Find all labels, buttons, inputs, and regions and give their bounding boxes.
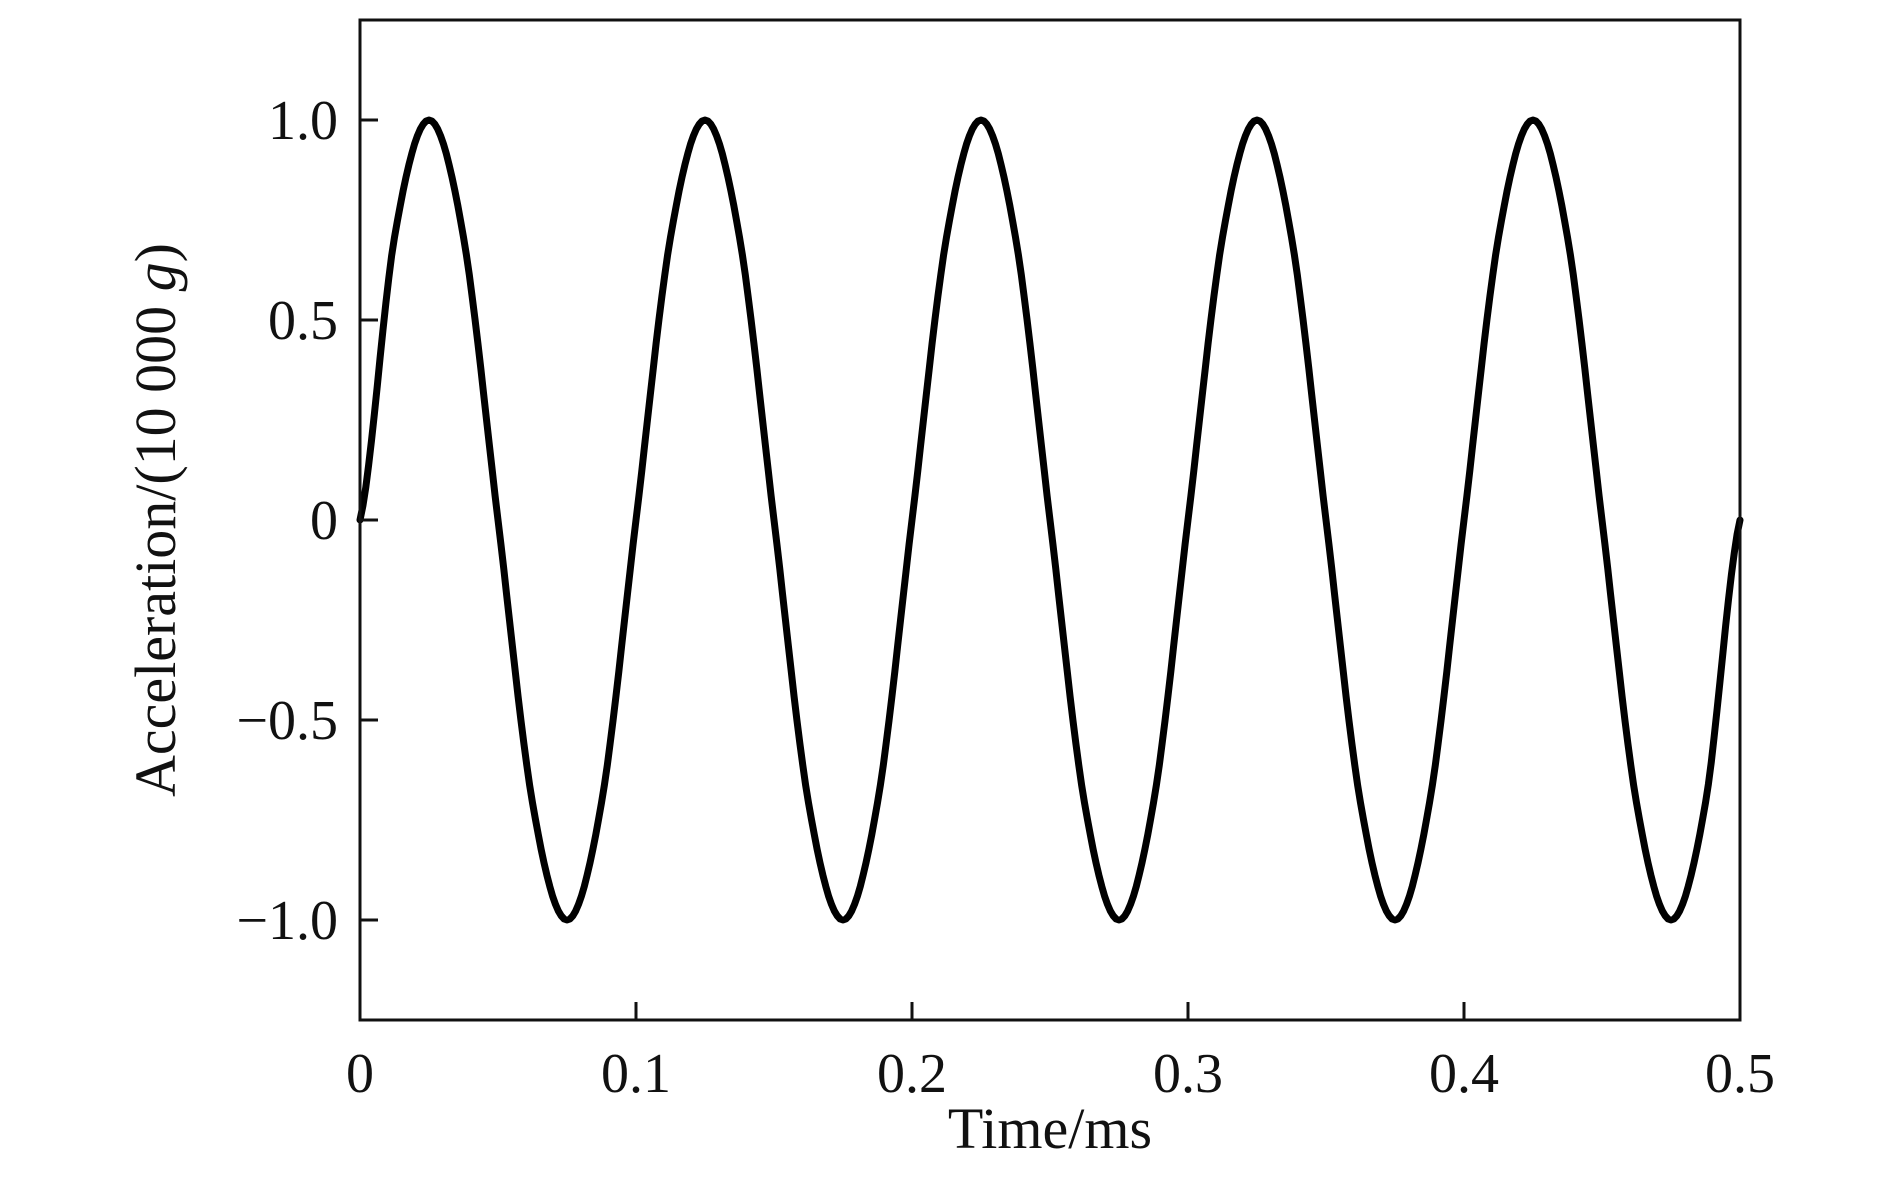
y-axis-title: Acceleration/(10 000 g) [123,243,188,797]
x-tick-label: 0.4 [1429,1043,1499,1105]
plot-frame [358,18,1742,1022]
x-tick-label: 0.1 [601,1043,671,1105]
y-axis-ticks: −1.0 −0.5 0 0.5 1.0 [236,90,378,952]
y-tick-label: −0.5 [236,690,338,752]
x-tick-label: 0.2 [877,1043,947,1105]
y-tick-label: 1.0 [268,90,338,152]
plot-area [356,116,1744,924]
y-axis-title-prefix: Acceleration/(10 000 [123,291,188,797]
x-tick-label: 0 [346,1043,374,1105]
x-axis-ticks: 0 0.1 0.2 0.3 0.4 0.5 [346,1002,1775,1105]
x-axis-title: Time/ms [948,1096,1152,1161]
x-tick-label: 0.3 [1153,1043,1223,1105]
y-axis-title-suffix: ) [123,243,188,262]
y-tick-label: 0.5 [268,290,338,352]
y-axis-title-unit: g [123,262,188,291]
x-tick-label: 0.5 [1705,1043,1775,1105]
series-line-0 [356,116,1744,924]
y-tick-label: −1.0 [236,890,338,952]
y-tick-label: 0 [310,490,338,552]
